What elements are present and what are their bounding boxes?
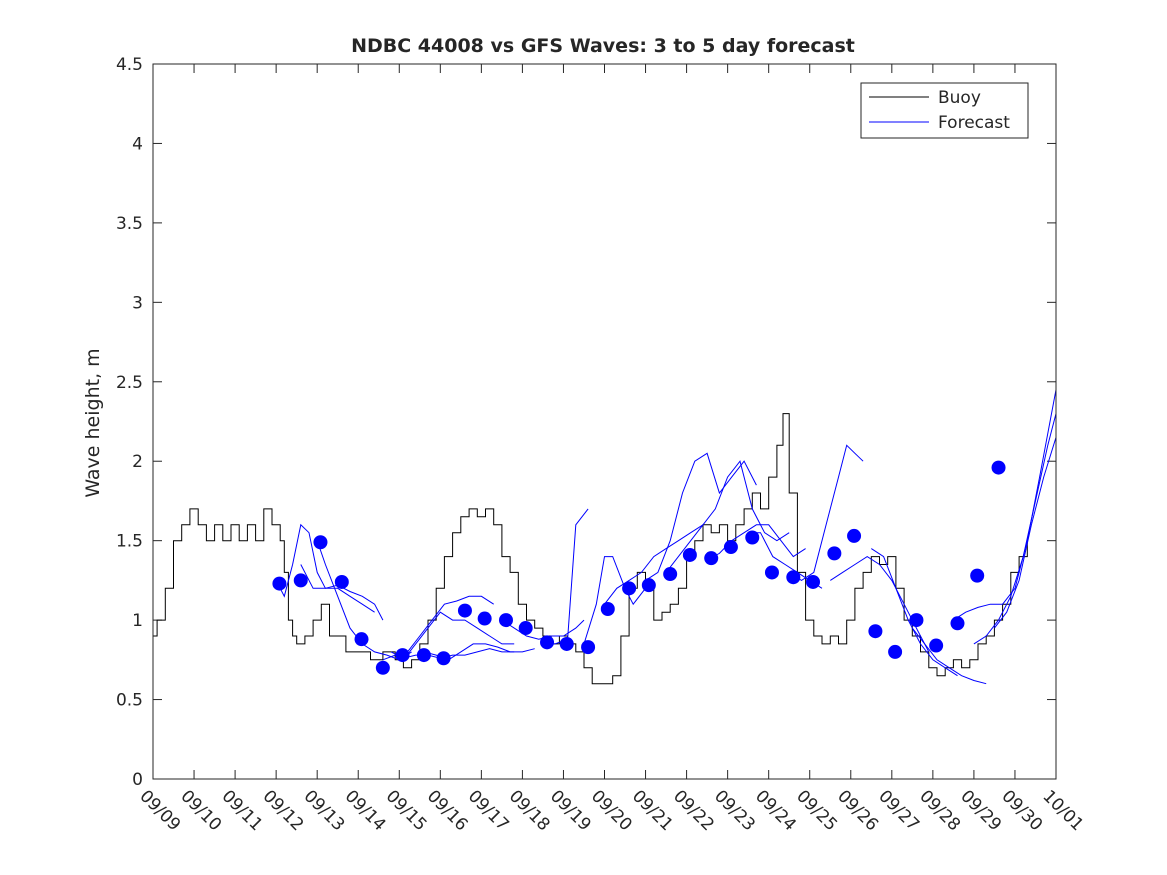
forecast-line (583, 556, 646, 645)
plot-area (153, 389, 1057, 685)
y-tick-label: 4.5 (116, 55, 143, 75)
y-tick-label: 2 (132, 452, 143, 472)
y-tick-label: 4 (132, 134, 143, 154)
forecast-point (354, 632, 369, 647)
forecast-line (973, 413, 1057, 645)
forecast-line (403, 611, 515, 661)
forecast-point (909, 613, 924, 628)
forecast-point (272, 576, 287, 591)
forecast-series (275, 389, 1057, 685)
forecast-line (390, 648, 515, 659)
forecast-line (604, 524, 704, 605)
forecast-point (395, 648, 410, 663)
forecast-line (275, 523, 375, 613)
forecast-point (641, 578, 656, 593)
legend-box (860, 82, 1029, 139)
forecast-point (929, 638, 944, 653)
y-tick-label: 1.5 (116, 532, 143, 552)
forecast-point (375, 660, 390, 675)
forecast-point (518, 621, 533, 636)
y-axis-label: Wave height, m (82, 348, 104, 497)
forecast-point (847, 528, 862, 543)
forecast-point (723, 540, 738, 555)
legend-forecast-label: Forecast (938, 113, 1010, 133)
forecast-line (645, 452, 757, 581)
forecast-line (994, 437, 1057, 629)
forecast-point (786, 570, 801, 585)
y-tick-label: 0 (132, 770, 143, 790)
forecast-point (745, 530, 760, 545)
forecast-point (950, 616, 965, 631)
forecast-point (540, 635, 555, 650)
forecast-point (888, 644, 903, 659)
forecast-point (334, 574, 349, 589)
forecast-line (911, 627, 987, 685)
forecast-point (868, 624, 883, 639)
forecast-point (477, 611, 492, 626)
forecast-point (682, 547, 697, 562)
forecast-point (293, 573, 308, 588)
forecast-point (581, 640, 596, 655)
forecast-line (665, 460, 790, 573)
forecast-point (436, 651, 451, 666)
forecast-point (559, 636, 574, 651)
chart-title: NDBC 44008 vs GFS Waves: 3 to 5 day fore… (351, 35, 855, 57)
legend: Buoy Forecast (860, 82, 1029, 139)
forecast-point (313, 535, 328, 550)
forecast-point (498, 613, 513, 628)
forecast-point (806, 574, 821, 589)
forecast-point (600, 601, 615, 616)
forecast-point (704, 551, 719, 566)
y-tick-label: 2.5 (116, 373, 143, 393)
axes-box (152, 63, 1057, 780)
forecast-markers (272, 460, 1006, 675)
forecast-point (970, 568, 985, 583)
forecast-point (416, 648, 431, 663)
forecast-line (706, 524, 806, 561)
forecast-point (827, 546, 842, 561)
y-tick-labels: 0 0.5 1 1.5 2 2.5 3 3.5 4 4.5 (116, 55, 143, 790)
forecast-point (663, 567, 678, 582)
y-tick-label: 3 (132, 293, 143, 313)
forecast-line (953, 389, 1057, 621)
forecast-point (764, 565, 779, 580)
y-tick-label: 0.5 (116, 691, 143, 711)
forecast-line (788, 444, 864, 581)
forecast-point (991, 460, 1006, 475)
legend-buoy-label: Buoy (938, 88, 981, 108)
forecast-point (622, 581, 637, 596)
forecast-point (457, 603, 472, 618)
y-tick-label: 3.5 (116, 214, 143, 234)
y-tick-label: 1 (132, 611, 143, 631)
forecast-line (871, 548, 958, 677)
